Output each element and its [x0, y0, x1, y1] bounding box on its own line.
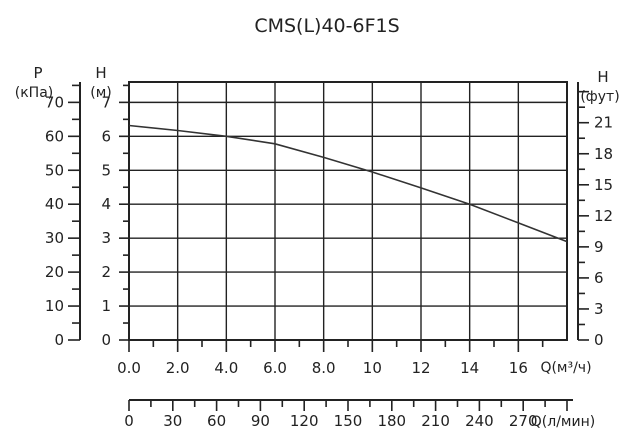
- x2-tick-label: 0: [124, 412, 134, 430]
- x-axis-label: Q(м³/ч): [540, 360, 591, 376]
- head-tick-label: 0: [101, 331, 111, 349]
- x-tick-label: 8.0: [312, 359, 336, 377]
- axes: [68, 82, 589, 411]
- head-tick-label: 3: [101, 229, 111, 247]
- pressure-tick-label: 0: [54, 331, 64, 349]
- head-tick-label: 7: [101, 93, 111, 111]
- x2-tick-label: 240: [465, 412, 494, 430]
- x2-tick-label: 120: [290, 412, 319, 430]
- x2-tick-label: 90: [251, 412, 270, 430]
- x2-tick-label: 150: [334, 412, 363, 430]
- feet-tick-label: 15: [594, 176, 613, 194]
- feet-axis-unit: (фут): [580, 89, 619, 105]
- head-tick-label: 6: [101, 127, 111, 145]
- pressure-tick-label: 70: [45, 93, 64, 111]
- feet-tick-label: 3: [594, 300, 604, 318]
- feet-axis-label: H: [597, 68, 608, 86]
- pressure-tick-label: 40: [45, 195, 64, 213]
- pressure-tick-label: 20: [45, 263, 64, 281]
- pressure-tick-label: 10: [45, 297, 64, 315]
- x2-axis-label: Q(л/мин): [531, 414, 595, 430]
- feet-tick-label: 21: [594, 114, 613, 132]
- x-tick-label: 10: [363, 359, 382, 377]
- feet-tick-label: 12: [594, 207, 613, 225]
- head-axis-unit: (м): [90, 85, 112, 101]
- x-tick-label: 6.0: [263, 359, 287, 377]
- x-tick-label: 16: [509, 359, 528, 377]
- x2-tick-label: 270: [509, 412, 538, 430]
- pressure-tick-label: 50: [45, 161, 64, 179]
- x-tick-label: 4.0: [214, 359, 238, 377]
- x2-tick-label: 30: [163, 412, 182, 430]
- plot-frame: [128, 81, 568, 341]
- head-tick-label: 2: [101, 263, 111, 281]
- feet-tick-label: 0: [594, 331, 604, 349]
- x-tick-label: 0.0: [117, 359, 141, 377]
- pressure-axis-label: P: [33, 64, 42, 82]
- head-axis-label: H: [95, 64, 106, 82]
- feet-tick-label: 6: [594, 269, 604, 287]
- head-tick-label: 5: [101, 161, 111, 179]
- feet-tick-label: 18: [594, 145, 613, 163]
- pressure-tick-label: 60: [45, 127, 64, 145]
- pressure-axis-unit: (кПа): [15, 85, 54, 101]
- pressure-tick-label: 30: [45, 229, 64, 247]
- x2-tick-label: 210: [421, 412, 450, 430]
- x2-tick-label: 180: [377, 412, 406, 430]
- x-tick-label: 14: [460, 359, 479, 377]
- head-tick-label: 4: [101, 195, 111, 213]
- x-tick-label: 2.0: [166, 359, 190, 377]
- plot-grid: [128, 81, 568, 341]
- x2-tick-label: 60: [207, 412, 226, 430]
- chart-title: CMS(L)40-6F1S: [254, 15, 399, 37]
- head-curve: [128, 124, 568, 243]
- feet-tick-label: 9: [594, 238, 604, 256]
- x-tick-label: 12: [411, 359, 430, 377]
- head-tick-label: 1: [101, 297, 111, 315]
